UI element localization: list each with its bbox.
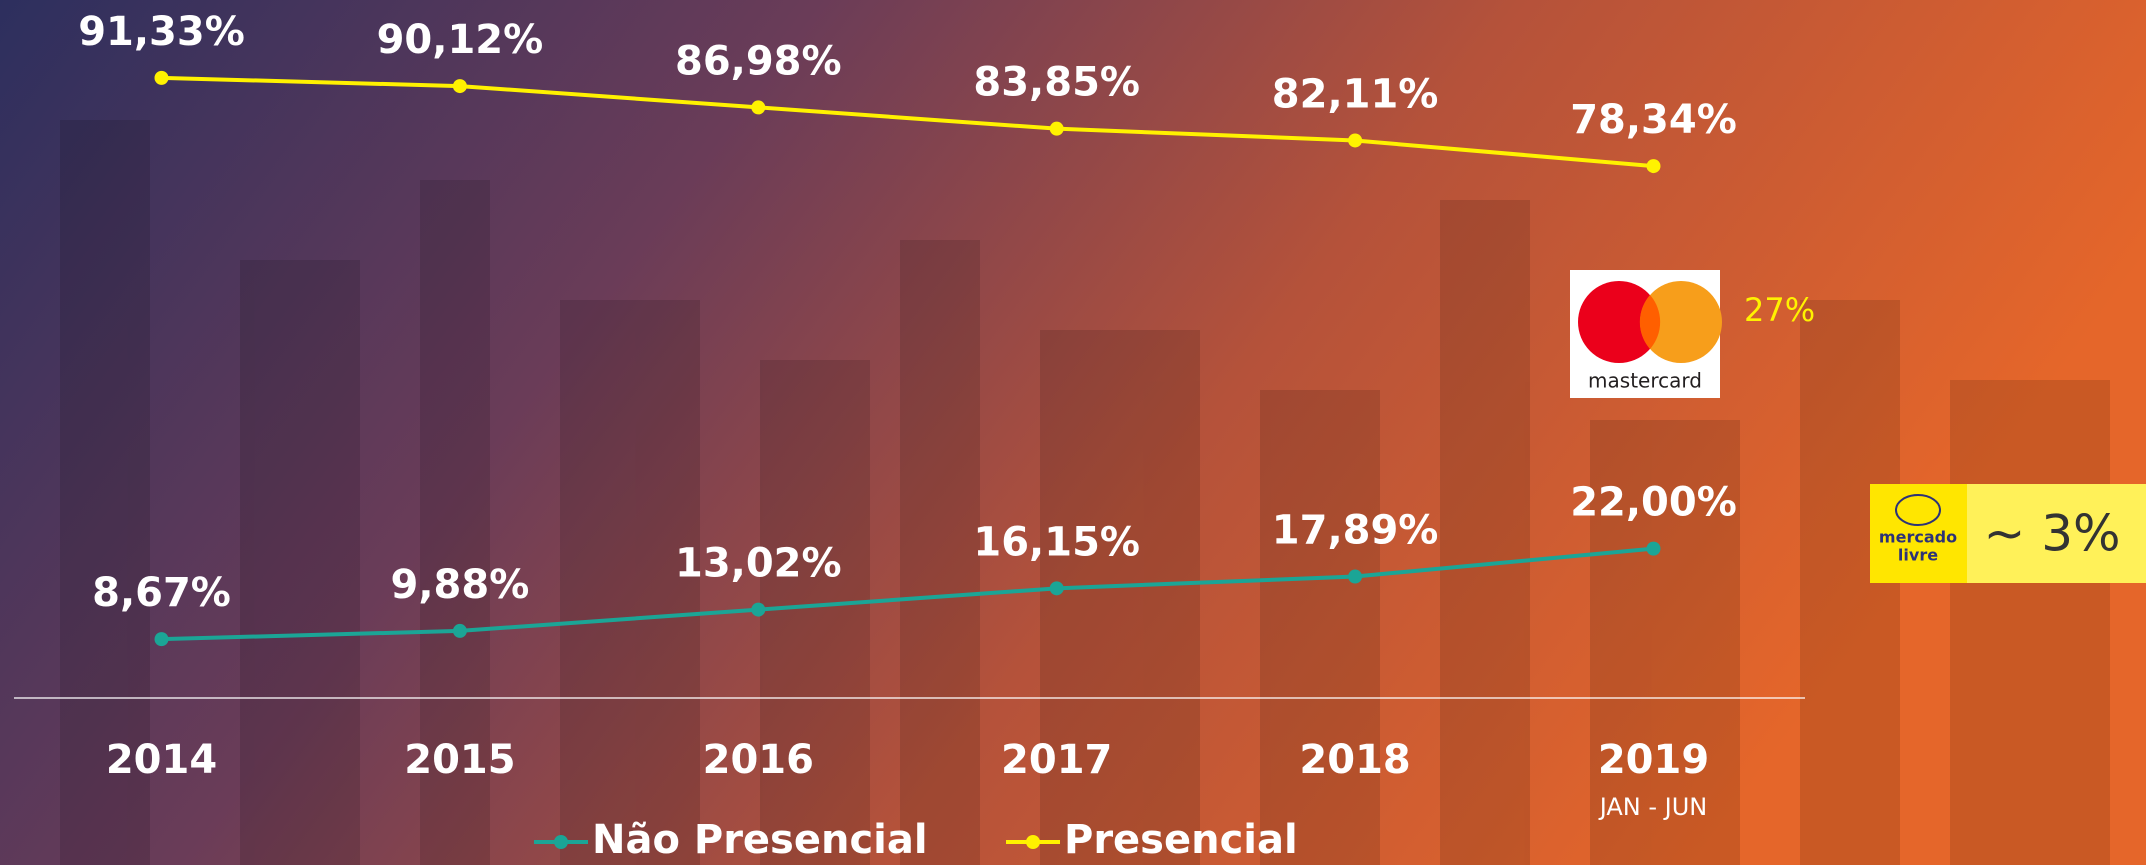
city-silhouette — [60, 120, 2110, 865]
logo-circle — [1578, 281, 1660, 363]
x-tick-label: 2019 — [1598, 737, 1709, 783]
data-label: 13,02% — [675, 541, 842, 587]
data-label: 9,88% — [391, 562, 530, 608]
data-point — [1646, 541, 1661, 556]
x-tick-label: 2018 — [1299, 737, 1410, 783]
data-label: 91,33% — [78, 9, 245, 55]
category-note: JAN - JUN — [1598, 793, 1708, 821]
data-label: 78,34% — [1570, 97, 1737, 143]
data-label: 8,67% — [92, 570, 231, 616]
data-label: 17,89% — [1272, 508, 1439, 554]
x-tick-label: 2016 — [703, 737, 814, 783]
x-tick-label: 2014 — [106, 737, 217, 783]
data-label: 22,00% — [1570, 480, 1737, 526]
legend-label: Não Presencial — [592, 817, 928, 863]
data-label: 83,85% — [973, 60, 1140, 106]
logo-wordmark: livre — [1898, 546, 1938, 565]
data-point — [1348, 133, 1363, 148]
legend-marker — [1026, 835, 1040, 849]
series-line — [161, 546, 1654, 642]
data-point — [1049, 121, 1064, 136]
annotation: 27% — [1744, 291, 1815, 329]
data-label: 82,11% — [1272, 71, 1439, 117]
mastercard-logo: mastercard — [1570, 270, 1722, 398]
logo-overlap — [1639, 295, 1661, 349]
legend-marker — [554, 835, 568, 849]
data-point — [154, 70, 169, 85]
data-point — [751, 602, 766, 617]
data-point — [452, 79, 467, 94]
data-point — [1049, 581, 1064, 596]
x-tick-label: 2015 — [404, 737, 515, 783]
logo-wordmark: mercado — [1879, 528, 1957, 547]
data-label: 90,12% — [377, 17, 544, 63]
x-tick-label: 2017 — [1001, 737, 1112, 783]
logo-background — [1870, 484, 1967, 583]
logo-wordmark: mastercard — [1588, 369, 1702, 393]
data-point — [154, 632, 169, 647]
data-point — [751, 100, 766, 115]
data-point — [1646, 159, 1661, 174]
logo-circle — [1640, 281, 1722, 363]
logo-handshake — [1895, 494, 1941, 526]
data-point — [452, 623, 467, 638]
legend-label: Presencial — [1064, 817, 1298, 863]
data-label: 86,98% — [675, 38, 842, 84]
data-label: 16,15% — [973, 519, 1140, 565]
annotation: ~ 3% — [1983, 505, 2120, 563]
data-point — [1348, 569, 1363, 584]
series-line — [161, 75, 1654, 169]
